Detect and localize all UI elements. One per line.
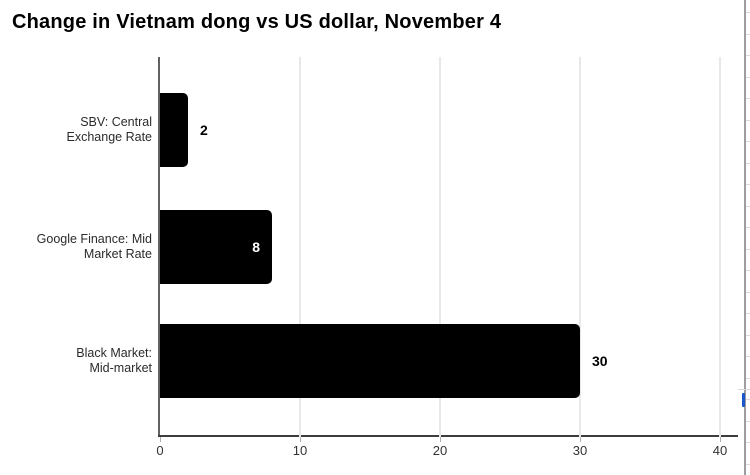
gridline: [719, 57, 721, 437]
category-label-line: Exchange Rate: [66, 130, 152, 144]
x-axis-tick-mark: [440, 437, 441, 442]
gridline: [439, 57, 441, 437]
clipped-link-text-fragment[interactable]: [742, 393, 745, 407]
gridline: [299, 57, 301, 437]
x-axis-tick-label: 0: [156, 443, 164, 458]
category-label: Google Finance: Mid Market Rate: [2, 232, 152, 262]
category-label: SBV: Central Exchange Rate: [2, 115, 152, 145]
x-axis-tick-label: 30: [572, 443, 588, 458]
sheet-row-line: [746, 249, 750, 250]
sheet-row-line: [746, 270, 750, 271]
sheet-row-line: [746, 464, 750, 465]
adjacent-sheet-border: [744, 0, 746, 475]
bar-google-finance-mid-market-rate[interactable]: [160, 210, 272, 284]
sheet-row-line: [738, 389, 750, 390]
x-axis-line: [158, 435, 738, 437]
adjacent-sheet-sliver: [744, 0, 750, 475]
x-axis-tick-mark: [580, 437, 581, 442]
category-label-line: Market Rate: [83, 247, 152, 261]
category-label-line: Mid-market: [89, 361, 152, 375]
bar-value-label: 8: [252, 239, 260, 255]
category-label-line: Google Finance: Mid: [36, 232, 152, 246]
sheet-row-line: [746, 120, 750, 121]
gridline: [579, 57, 581, 437]
sheet-row-line: [746, 399, 750, 400]
sheet-row-line: [746, 206, 750, 207]
sheet-row-line: [746, 335, 750, 336]
sheet-row-line: [746, 378, 750, 379]
category-label-line: Black Market:: [76, 346, 152, 360]
category-label: Black Market: Mid-market: [2, 346, 152, 376]
x-axis-tick-mark: [300, 437, 301, 442]
sheet-row-line: [746, 442, 750, 443]
sheet-row-line: [746, 313, 750, 314]
bar-value-label: 2: [200, 122, 208, 138]
sheet-row-line: [746, 34, 750, 35]
sheet-row-line: [746, 98, 750, 99]
x-axis-tick-label: 10: [292, 443, 308, 458]
zero-axis-line: [158, 57, 160, 437]
category-label-line: SBV: Central: [80, 115, 152, 129]
sheet-row-line: [746, 141, 750, 142]
bar-sbv-central-exchange-rate[interactable]: [160, 93, 188, 167]
chart-title: Change in Vietnam dong vs US dollar, Nov…: [12, 11, 502, 33]
sheet-row-line: [746, 55, 750, 56]
sheet-row-line: [746, 227, 750, 228]
x-axis-tick-mark: [720, 437, 721, 442]
sheet-row-line: [746, 292, 750, 293]
sheet-row-line: [746, 12, 750, 13]
sheet-row-line: [746, 421, 750, 422]
x-axis-tick-mark: [160, 437, 161, 442]
sheet-row-line: [746, 356, 750, 357]
x-axis-tick-label: 20: [432, 443, 448, 458]
sheet-row-line: [746, 77, 750, 78]
x-axis-tick-label: 40: [712, 443, 728, 458]
bar-value-label: 30: [592, 353, 608, 369]
sheet-row-line: [746, 163, 750, 164]
bar-black-market-mid-market[interactable]: [160, 324, 580, 398]
sheet-row-line: [746, 184, 750, 185]
